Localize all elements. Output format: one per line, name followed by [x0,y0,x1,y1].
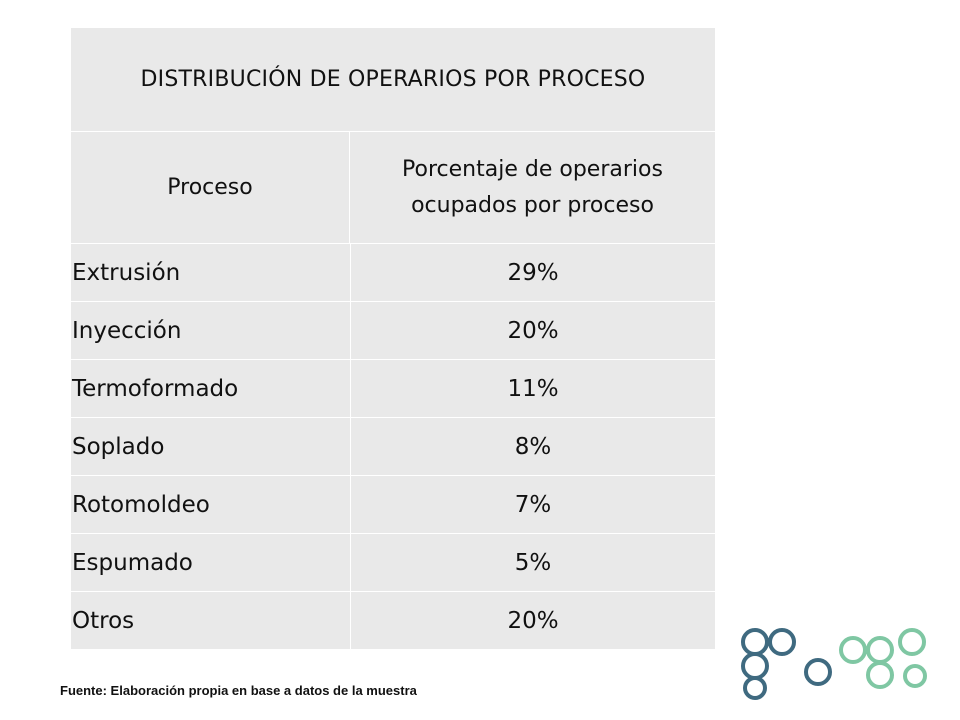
percent-cell: 7% [514,491,552,518]
process-cell: Otros [71,592,351,649]
process-cell: Soplado [71,418,351,475]
table-header-row: Proceso Porcentaje de operarios ocupados… [71,132,715,244]
header-process: Proceso [71,132,350,243]
interlocking-circles-logo-icon [741,628,927,700]
process-cell: Rotomoldeo [71,476,351,533]
percent-cell: 20% [507,317,559,344]
table-row: Soplado 8% [71,418,715,476]
table-row: Inyección 20% [71,302,715,360]
process-cell: Espumado [71,534,351,591]
header-percentage: Porcentaje de operarios ocupados por pro… [402,156,663,218]
operators-table: DISTRIBUCIÓN DE OPERARIOS POR PROCESO Pr… [71,28,715,649]
table-row: Extrusión 29% [71,244,715,302]
process-cell: Inyección [71,302,351,359]
percent-cell: 11% [507,375,559,402]
process-cell: Extrusión [71,244,351,301]
percent-cell: 29% [507,259,559,286]
percent-cell: 5% [514,549,552,576]
table-row: Otros 20% [71,592,715,649]
table-row: Espumado 5% [71,534,715,592]
table-title: DISTRIBUCIÓN DE OPERARIOS POR PROCESO [140,67,646,92]
table-row: Rotomoldeo 7% [71,476,715,534]
table-row: Termoformado 11% [71,360,715,418]
process-cell: Termoformado [71,360,351,417]
source-note: Fuente: Elaboración propia en base a dat… [60,683,417,698]
percent-cell: 20% [507,607,559,634]
percent-cell: 8% [514,433,552,460]
table-title-row: DISTRIBUCIÓN DE OPERARIOS POR PROCESO [71,28,715,132]
